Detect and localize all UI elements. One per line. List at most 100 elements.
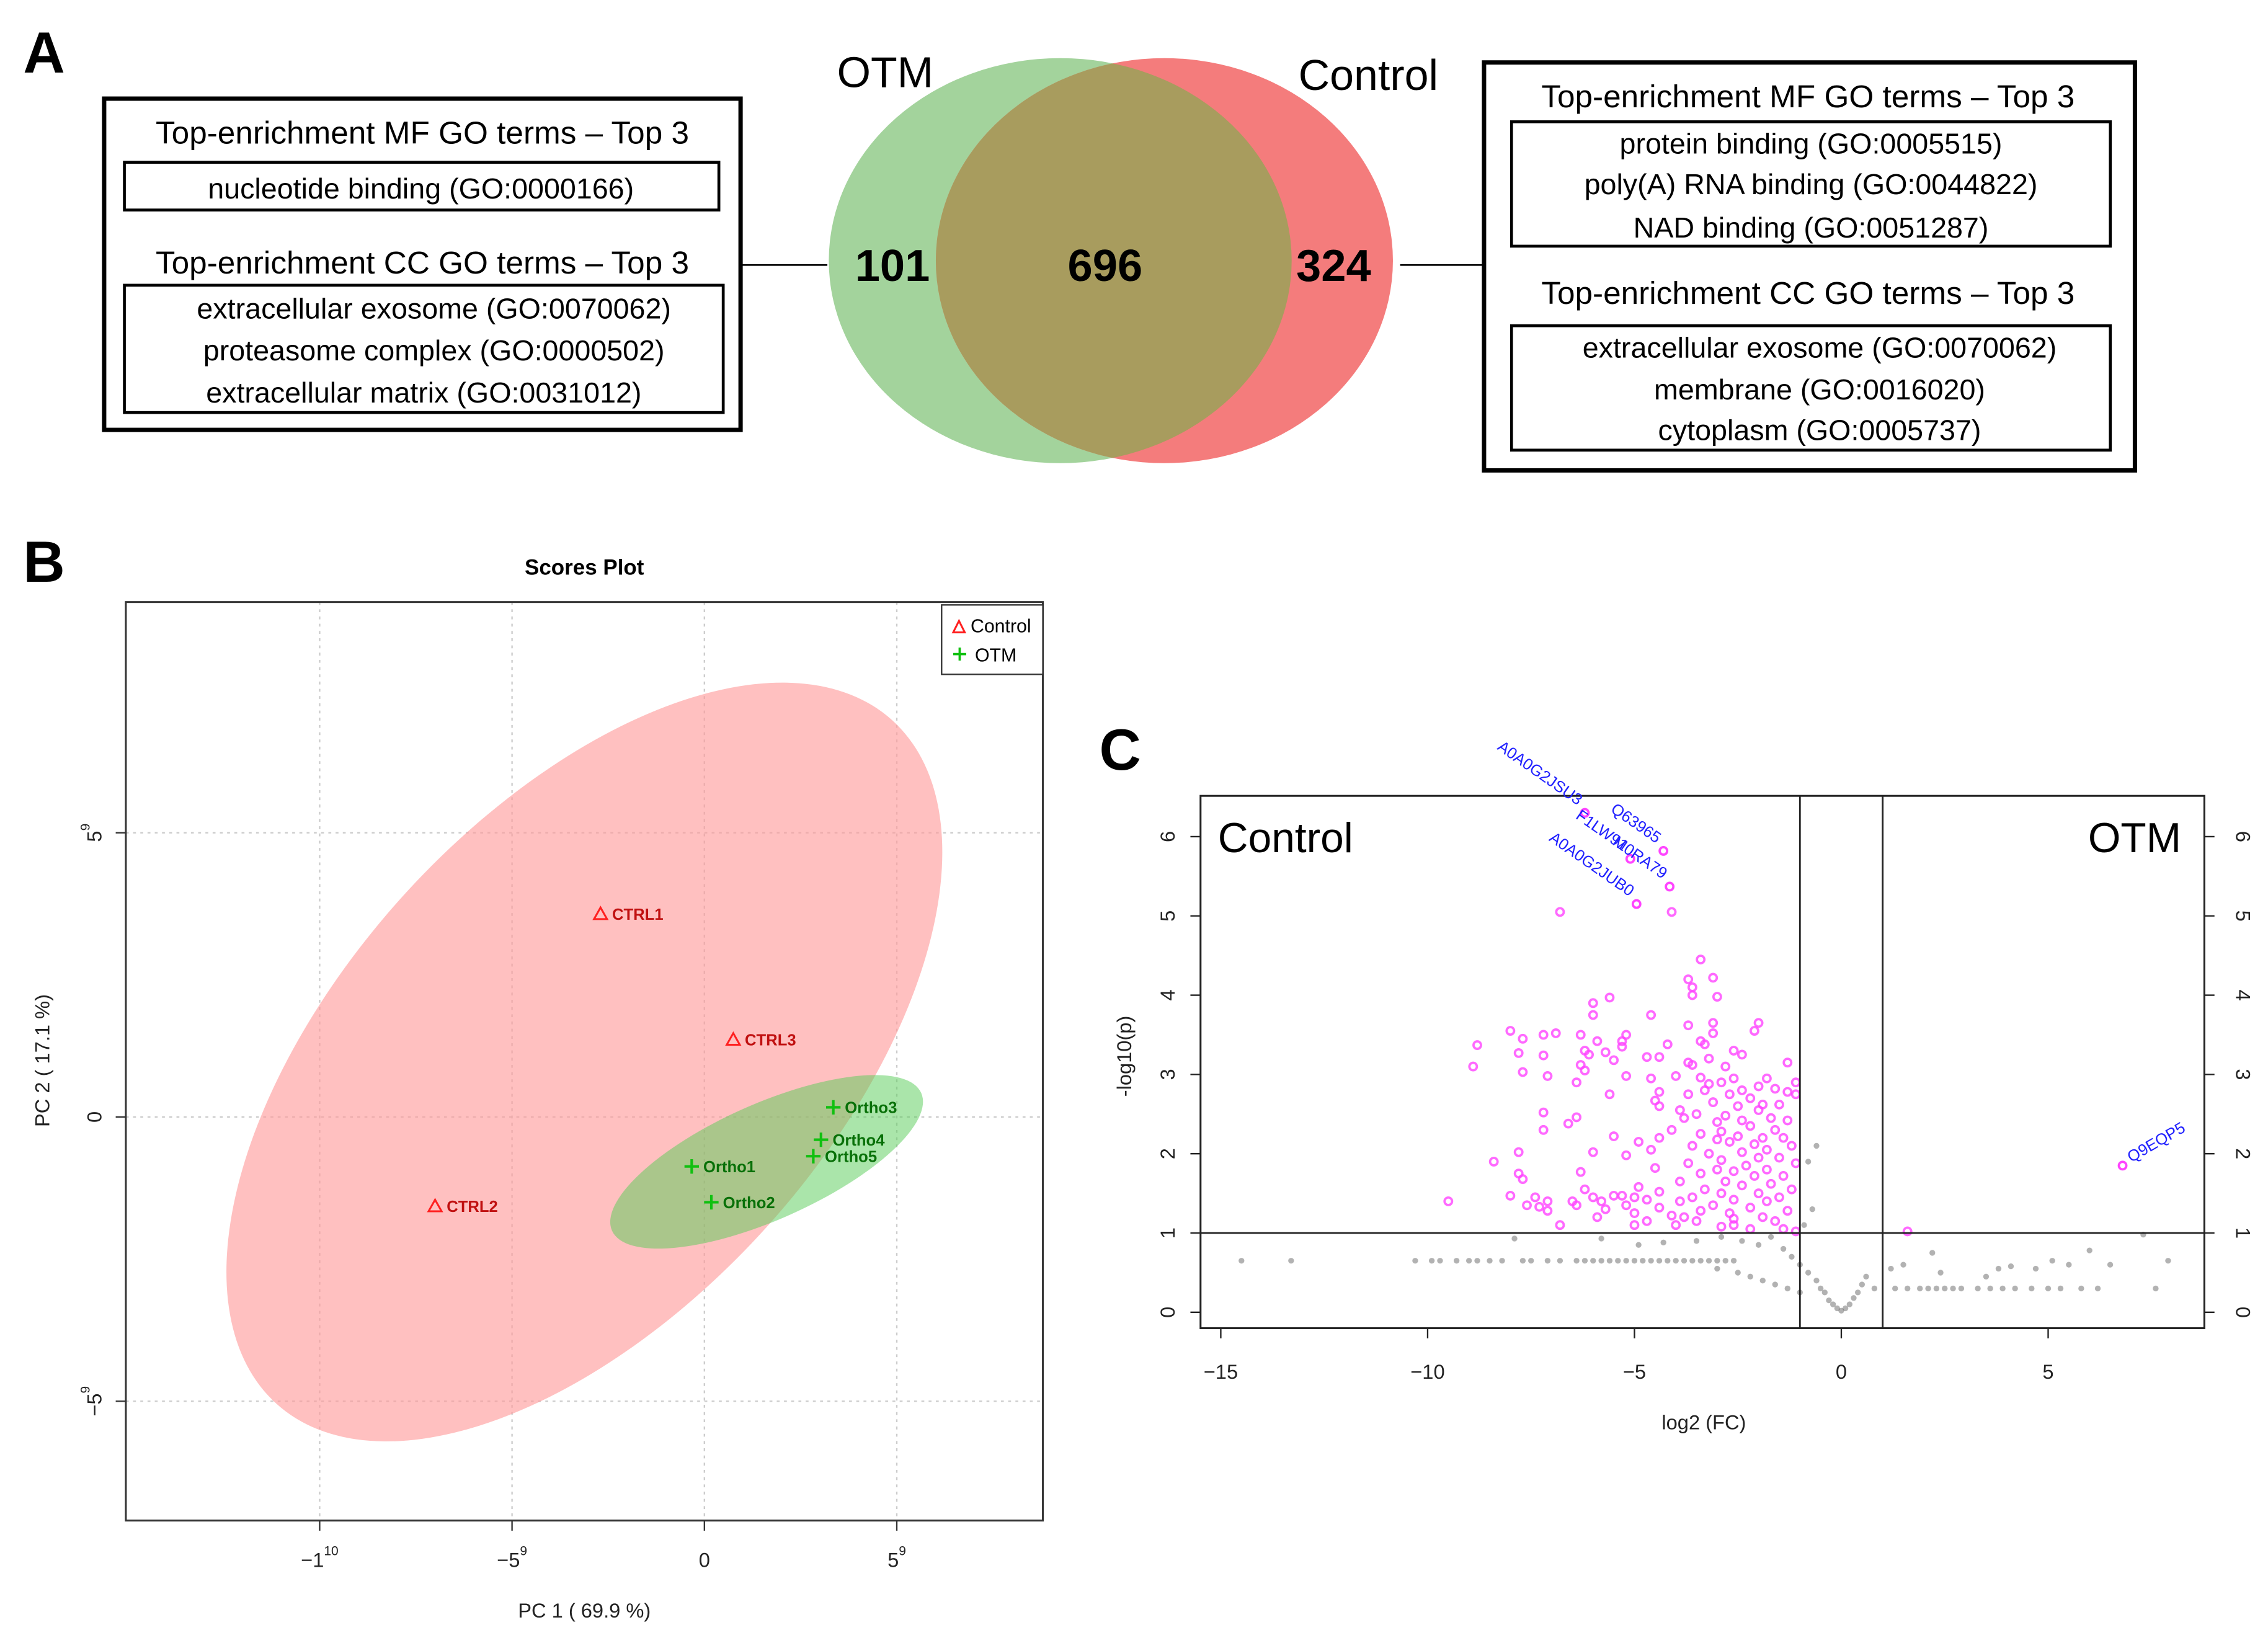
significant-point bbox=[1778, 1224, 1789, 1234]
labeled-point bbox=[1665, 881, 1675, 892]
volcano-threshold-lines bbox=[1200, 796, 2205, 1329]
tick-exponent: 9 bbox=[899, 1544, 906, 1559]
significant-point bbox=[1575, 1167, 1586, 1177]
sample-label: CTRL3 bbox=[745, 1032, 796, 1049]
volcano-y-tick-label-right: 4 bbox=[2232, 989, 2255, 1000]
tick-base: 0 bbox=[82, 1111, 105, 1123]
nonsignificant-point bbox=[1905, 1285, 1911, 1292]
significant-point bbox=[1708, 1018, 1719, 1028]
tick-base: −5 bbox=[497, 1548, 520, 1571]
pca-x-tick-label: −110 bbox=[301, 1544, 339, 1572]
nonsignificant-point bbox=[1780, 1245, 1787, 1252]
nonsignificant-point bbox=[2008, 1263, 2014, 1270]
significant-point bbox=[1666, 907, 1677, 917]
significant-point bbox=[1580, 1184, 1590, 1195]
control-mf-term: poly(A) RNA binding (GO:0044822) bbox=[1585, 168, 2038, 200]
pca-points: CTRL1 CTRL2 CTRL3 Ortho1 Ortho2 Ortho3 Ortho4O… bbox=[427, 906, 897, 1216]
labeled-point bbox=[1658, 846, 1669, 856]
panel-c: C −15 −10 −5 0 5 0 0 1 1 2 2 3 3 4 4 5 5 6 6 A0A0G2JSU3Q63… bbox=[1100, 718, 2255, 1434]
nonsignificant-point bbox=[1888, 1265, 1894, 1272]
significant-point bbox=[1654, 1087, 1665, 1097]
significant-point bbox=[1696, 1129, 1706, 1139]
significant-point bbox=[1563, 1118, 1573, 1129]
significant-point bbox=[1580, 1066, 1590, 1075]
otm-cc-term: extracellular exosome (GO:0070062) bbox=[197, 293, 671, 325]
scores-plot-title: Scores Plot bbox=[525, 555, 644, 579]
nonsignificant-point bbox=[1465, 1258, 1472, 1264]
nonsignificant-point bbox=[1453, 1258, 1460, 1264]
nonsignificant-point bbox=[2153, 1285, 2159, 1292]
nonsignificant-point bbox=[1958, 1285, 1965, 1292]
significant-point bbox=[1712, 1164, 1722, 1175]
significant-point bbox=[1737, 1049, 1747, 1060]
significant-point bbox=[1724, 1089, 1735, 1100]
gene-label: A0A0G2JSU3 bbox=[1495, 737, 1586, 809]
tick-base: 5 bbox=[887, 1548, 899, 1571]
nonsignificant-point bbox=[1631, 1258, 1638, 1264]
nonsignificant-point bbox=[1854, 1289, 1861, 1296]
significant-point bbox=[1642, 1195, 1652, 1205]
significant-point bbox=[1787, 1184, 1797, 1195]
significant-point bbox=[1728, 1166, 1739, 1177]
significant-point bbox=[1774, 1192, 1784, 1203]
otm-cc-terms-box bbox=[123, 283, 725, 414]
significant-point bbox=[1683, 1089, 1694, 1100]
control-cc-term: cytoplasm (GO:0005737) bbox=[1658, 414, 1981, 446]
significant-point bbox=[1588, 1192, 1598, 1203]
significant-point bbox=[1745, 1224, 1756, 1234]
nonsignificant-point bbox=[1830, 1301, 1836, 1307]
control-cc-title: Top-enrichment CC GO terms – Top 3 bbox=[1541, 275, 2075, 311]
significant-point bbox=[1629, 1208, 1640, 1218]
volcano-y-tick-label: 5 bbox=[1156, 910, 1179, 922]
nonsignificant-point bbox=[1544, 1258, 1551, 1264]
significant-point bbox=[1728, 1073, 1739, 1084]
control-mf-term: protein binding (GO:0005515) bbox=[1620, 128, 2003, 160]
significant-point bbox=[1758, 1212, 1768, 1222]
nonsignificant-point bbox=[1871, 1285, 1878, 1292]
significant-point bbox=[1687, 1060, 1697, 1070]
nonsignificant-point bbox=[1239, 1258, 1245, 1264]
venn-label-otm: OTM bbox=[837, 48, 933, 96]
pca-x-tick-label: 59 bbox=[887, 1544, 906, 1572]
significant-point bbox=[1737, 1147, 1747, 1157]
nonsignificant-point bbox=[1805, 1159, 1812, 1165]
significant-point bbox=[1600, 1047, 1611, 1057]
otm-sample-marker bbox=[825, 1100, 841, 1115]
volcano-y-tick-label-right: 0 bbox=[2232, 1307, 2255, 1318]
venn-count-control-only: 324 bbox=[1296, 241, 1371, 291]
otm-confidence-ellipse bbox=[610, 1075, 923, 1249]
venn-label-control: Control bbox=[1299, 51, 1439, 99]
significant-point bbox=[1468, 1061, 1479, 1072]
significant-point bbox=[1572, 1112, 1582, 1123]
nonsignificant-point bbox=[1660, 1239, 1666, 1245]
significant-point bbox=[1687, 1141, 1697, 1151]
labeled-point bbox=[2117, 1160, 2128, 1171]
labeled-point bbox=[1625, 853, 1635, 864]
significant-point bbox=[1749, 1026, 1759, 1036]
significant-point bbox=[1790, 1089, 1801, 1100]
significant-point bbox=[1712, 992, 1722, 1002]
significant-point bbox=[1774, 1100, 1784, 1110]
volcano-x-tick-label: 5 bbox=[2042, 1360, 2053, 1383]
significant-point bbox=[1770, 1124, 1781, 1135]
significant-point bbox=[1708, 1097, 1719, 1108]
significant-point bbox=[1538, 1050, 1549, 1061]
otm-sample-marker bbox=[806, 1149, 821, 1164]
sample-label: Ortho4 bbox=[832, 1132, 885, 1149]
venn-count-otm-only: 101 bbox=[855, 241, 930, 291]
nonsignificant-point bbox=[1519, 1258, 1526, 1264]
significant-point bbox=[1766, 1178, 1776, 1189]
significant-point bbox=[1699, 1184, 1710, 1195]
legend-label-control: Control bbox=[971, 616, 1031, 637]
control-sample-marker bbox=[427, 1198, 443, 1213]
nonsignificant-point bbox=[2066, 1262, 2072, 1268]
significant-point bbox=[1634, 1182, 1644, 1192]
nonsignificant-point bbox=[1975, 1285, 1981, 1292]
labeled-point bbox=[1631, 899, 1642, 909]
nonsignificant-point bbox=[1817, 1285, 1824, 1292]
significant-point bbox=[1621, 1200, 1632, 1211]
sample-label: Ortho3 bbox=[845, 1100, 897, 1117]
significant-point bbox=[1505, 1026, 1516, 1036]
nonsignificant-point bbox=[1933, 1285, 1940, 1292]
venn-count-shared: 696 bbox=[1068, 241, 1143, 291]
